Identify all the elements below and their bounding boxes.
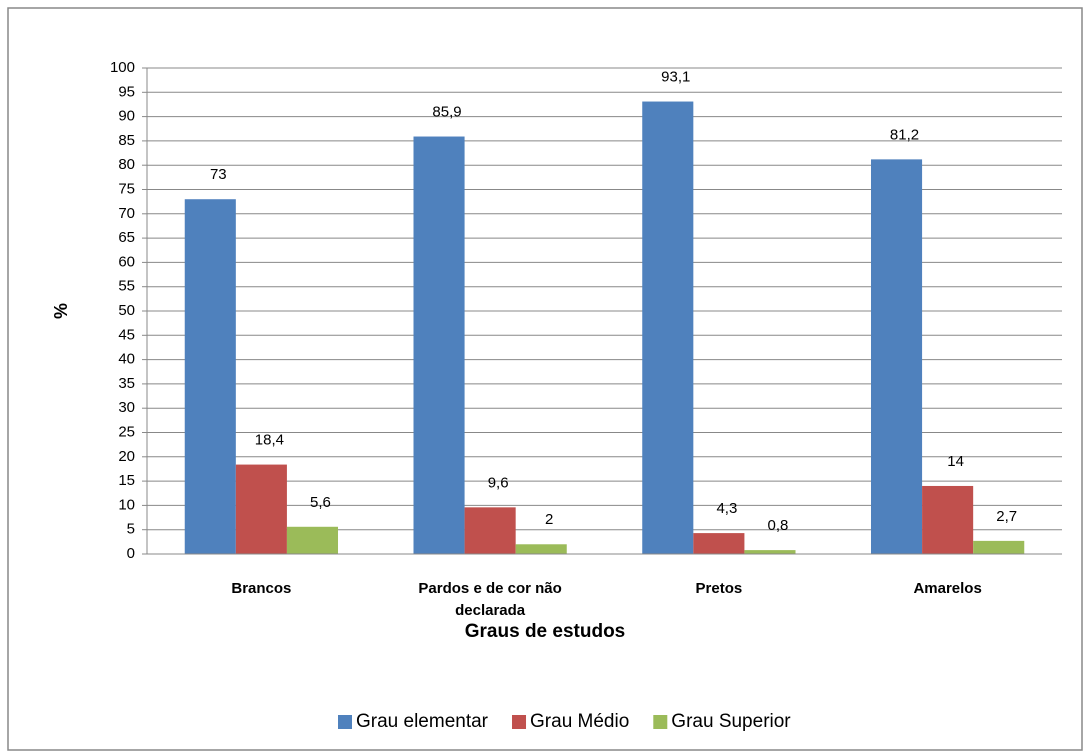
data-label: 18,4: [255, 432, 284, 449]
bar: [642, 101, 694, 554]
y-tick-label: 55: [118, 278, 135, 295]
y-tick-label: 15: [118, 472, 135, 489]
data-label: 93,1: [661, 69, 690, 86]
y-tick-label: 60: [118, 253, 135, 270]
bar: [413, 136, 465, 554]
y-tick-label: 35: [118, 375, 135, 392]
data-label: 0,8: [768, 517, 789, 534]
data-label: 85,9: [432, 103, 461, 120]
y-tick-label: 30: [118, 399, 135, 416]
data-label: 81,2: [890, 126, 919, 143]
y-tick-label: 80: [118, 156, 135, 173]
bar: [693, 533, 745, 554]
y-tick-label: 65: [118, 229, 135, 246]
legend-label: Grau Superior: [671, 711, 791, 732]
bar: [184, 199, 236, 554]
legend-swatch: [338, 715, 352, 729]
bar: [464, 507, 516, 554]
y-tick-label: 95: [118, 83, 135, 100]
y-tick-label: 90: [118, 108, 135, 125]
bar: [870, 159, 923, 555]
y-tick-label: 5: [127, 521, 135, 538]
y-tick-label: 70: [118, 205, 135, 222]
y-tick-label: 45: [118, 326, 135, 343]
y-tick-label: 100: [110, 59, 135, 76]
data-label: 4,3: [716, 500, 737, 517]
y-axis-title: %: [51, 303, 71, 319]
y-tick-label: 40: [118, 351, 135, 368]
x-tick-label: Brancos: [231, 580, 292, 597]
data-label: 5,6: [310, 494, 331, 511]
bar: [515, 544, 567, 554]
y-tick-label: 20: [118, 448, 135, 465]
bar: [922, 485, 974, 554]
legend-swatch: [653, 715, 668, 729]
data-label: 2: [545, 511, 553, 528]
x-tick-label: Pretos: [695, 580, 743, 597]
y-tick-label: 10: [118, 496, 135, 513]
data-label: 9,6: [488, 474, 509, 491]
y-tick-label: 85: [118, 132, 135, 149]
bar: [286, 526, 339, 554]
data-label: 14: [947, 453, 964, 470]
bar: [235, 464, 287, 554]
bar: [744, 550, 796, 554]
y-tick-label: 25: [118, 423, 135, 440]
bar: [973, 540, 1025, 554]
legend-label: Grau Médio: [530, 711, 629, 732]
legend-swatch: [512, 715, 527, 729]
y-tick-label: 75: [118, 180, 135, 197]
x-tick-label: Pardos e de cor não declarada: [418, 580, 562, 619]
data-label: 73: [210, 166, 227, 183]
y-tick-label: 50: [118, 302, 135, 319]
data-label: 2,7: [996, 508, 1017, 525]
x-tick-label: Amarelos: [913, 580, 982, 597]
y-tick-label: 0: [127, 545, 135, 562]
x-axis-title: Graus de estudos: [465, 621, 626, 642]
legend-label: Grau elementar: [356, 711, 489, 732]
